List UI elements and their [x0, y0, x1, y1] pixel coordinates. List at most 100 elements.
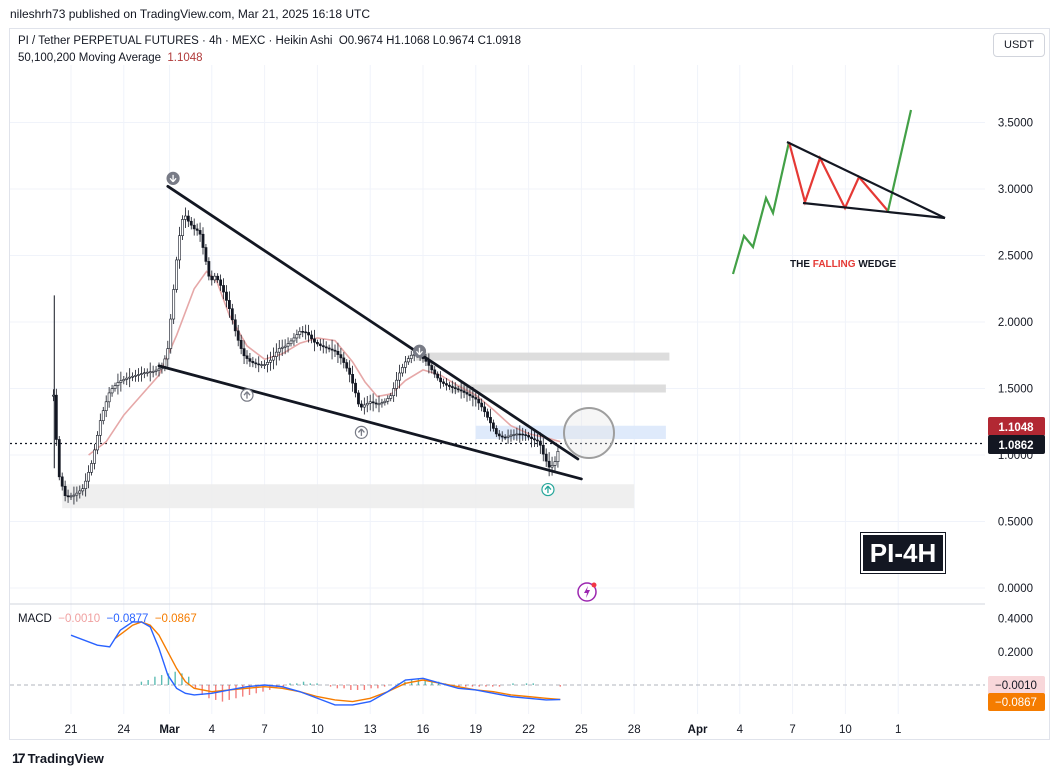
candle-body [392, 388, 396, 397]
ma-price-badge: 1.1048 [988, 417, 1045, 436]
candle-body [553, 461, 557, 466]
candle-body [550, 465, 554, 468]
candle-body [304, 331, 308, 334]
tradingview-logo[interactable]: 17 TradingView [12, 750, 104, 766]
x-tick-label: 7 [789, 724, 795, 736]
candle-body [547, 460, 551, 468]
candle-body [506, 435, 510, 438]
candle-body [186, 215, 190, 222]
candle-body [216, 275, 220, 281]
candle-body [362, 404, 366, 408]
candle-body [471, 395, 475, 398]
candle-body [269, 359, 272, 363]
event-flag-icon[interactable] [577, 582, 597, 602]
candle-body [500, 435, 504, 438]
macd-layer [10, 621, 985, 706]
currency-button[interactable]: USDT [993, 33, 1045, 57]
candle-body [137, 374, 140, 376]
candle-body [318, 343, 322, 346]
marker-arrow [243, 391, 251, 399]
symbol-title[interactable]: PI / Tether PERPETUAL FUTURES · 4h · MEX… [18, 35, 333, 47]
candle-body [468, 393, 472, 397]
candle-body [78, 490, 82, 494]
chart-frame [9, 28, 1050, 740]
ohlc-values: O0.9674 H1.1068 L0.9674 C1.0918 [338, 35, 522, 47]
candle-body [107, 392, 111, 403]
up-marker [240, 388, 254, 402]
x-tick-label: 19 [469, 724, 482, 736]
candle-body [225, 291, 228, 301]
candle-body [222, 285, 225, 293]
candle-body [403, 361, 407, 368]
x-tick-label: 13 [364, 724, 377, 736]
candle-body [233, 319, 237, 332]
candle-body [219, 279, 223, 286]
candle-body [87, 471, 91, 482]
candle-body [365, 402, 369, 406]
x-tick-label: 16 [417, 724, 430, 736]
candle-body [277, 348, 281, 353]
candle-body [527, 435, 531, 438]
ma-label[interactable]: 50,100,200 Moving Average [18, 52, 162, 64]
candle-body [462, 390, 466, 393]
candle-body [289, 340, 293, 345]
candle-body [315, 341, 319, 345]
trendlines-layer [157, 184, 583, 481]
zone-1 [415, 352, 670, 361]
ma-value: 1.1048 [167, 52, 203, 64]
grid [10, 65, 985, 714]
candle-body [57, 439, 61, 478]
candle-body [93, 449, 96, 464]
y-tick-label: 0.5000 [998, 517, 1033, 529]
candle-body [280, 346, 284, 349]
x-tick-label: 4 [737, 724, 744, 736]
svg-text:1.1048: 1.1048 [998, 422, 1034, 434]
marker-arrow [357, 428, 365, 436]
y-tick-label: 3.5000 [998, 118, 1033, 130]
candle-body [151, 370, 155, 373]
candle-body [122, 379, 126, 382]
candle-body [442, 381, 445, 384]
candle-body [351, 374, 355, 384]
candle-body [148, 371, 152, 374]
candle-body [242, 348, 246, 357]
candle-body [184, 215, 187, 220]
symbol-legend: PI / Tether PERPETUAL FUTURES · 4h · MEX… [18, 35, 521, 47]
candle-body [134, 375, 137, 377]
macd-label[interactable]: MACD [18, 613, 52, 625]
candle-body [406, 358, 410, 363]
candle-body [257, 363, 261, 366]
candle-body [433, 369, 437, 375]
candle-body [81, 488, 85, 492]
candle-body [497, 433, 501, 437]
candle-body [324, 346, 328, 349]
candle-body [310, 334, 313, 340]
candle-body [210, 275, 214, 281]
axes-layer: 21 24 Mar 4 7 10 13 16 19 22 25 28 Apr 4 7 10 1 3.5000 3.0… [65, 118, 1033, 737]
candle-body [524, 434, 528, 436]
candle-body [189, 220, 193, 226]
candle-body [295, 334, 299, 339]
candle-body [409, 354, 413, 359]
candle-body [486, 411, 489, 418]
y-tick-label: 2.0000 [998, 317, 1033, 329]
macd-signal-value: −0.0867 [154, 613, 197, 625]
candle-body [544, 453, 548, 462]
candle-body [192, 224, 196, 230]
macd-y-tick-label: 0.2000 [998, 647, 1033, 659]
candle-body [142, 372, 146, 375]
x-tick-label: 21 [65, 724, 78, 736]
candle-body [474, 397, 478, 400]
svg-text:−0.0010: −0.0010 [995, 680, 1037, 692]
candle-body [96, 435, 99, 451]
candle-body [401, 367, 404, 374]
macd-legend: MACD −0.0010 −0.0877 −0.0867 [18, 613, 197, 625]
x-tick-label: 7 [261, 724, 267, 736]
candle-body [515, 433, 519, 436]
candle-body [69, 495, 73, 498]
macd-y-tick-label: 0.4000 [998, 614, 1033, 626]
candle-body [368, 401, 372, 404]
candle-body [274, 351, 278, 357]
falling-wedge-inset: THE FALLING WEDGE [731, 109, 946, 275]
